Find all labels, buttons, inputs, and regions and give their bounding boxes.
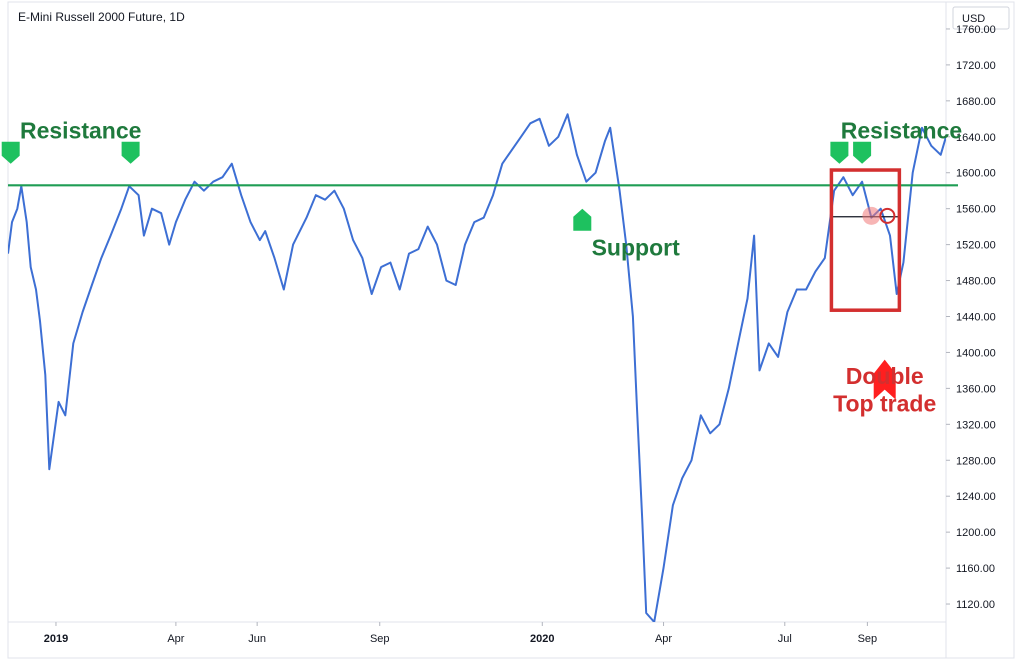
y-tick-label: 1280.00 <box>956 455 996 467</box>
arrow-res-4 <box>853 141 872 164</box>
highlight-dot <box>862 206 881 225</box>
x-tick-label: 2019 <box>44 633 68 645</box>
x-axis: 2019 Apr Jun Sep 2020 Apr Jul Sep <box>44 622 877 645</box>
chart-title: E-Mini Russell 2000 Future, 1D <box>18 10 185 24</box>
annotation-support: Support <box>592 234 680 260</box>
annotation-double-top-1: Double <box>846 363 924 389</box>
x-tick-label: Jul <box>778 633 792 645</box>
arrow-res-3 <box>830 141 849 164</box>
y-tick-label: 1320.00 <box>956 419 996 431</box>
y-axis: 1760.00 1720.00 1680.00 1640.00 1600.00 1560.… <box>946 24 996 611</box>
arrow-support <box>573 208 592 231</box>
price-series-line <box>8 113 946 622</box>
box-layer <box>829 168 902 312</box>
arrow-res-1 <box>1 141 20 164</box>
x-tick-label: Apr <box>655 633 672 645</box>
arrow-layer <box>1 141 896 400</box>
arrow-res-2 <box>121 141 140 164</box>
y-tick-label: 1680.00 <box>956 96 996 108</box>
x-tick-label: Jun <box>248 633 266 645</box>
y-tick-label: 1600.00 <box>956 168 996 180</box>
y-tick-label: 1360.00 <box>956 383 996 395</box>
y-tick-label: 1520.00 <box>956 240 996 252</box>
y-tick-label: 1560.00 <box>956 204 996 216</box>
arrow-double-top <box>873 359 896 400</box>
annotation-resistance-left: Resistance <box>20 118 141 144</box>
x-tick-label: Apr <box>167 633 184 645</box>
y-tick-label: 1440.00 <box>956 311 996 323</box>
y-tick-label: 1760.00 <box>956 24 996 36</box>
x-tick-label: 2020 <box>530 633 554 645</box>
y-tick-label: 1480.00 <box>956 276 996 288</box>
y-tick-label: 1200.00 <box>956 527 996 539</box>
y-tick-label: 1240.00 <box>956 491 996 503</box>
y-tick-label: 1400.00 <box>956 347 996 359</box>
currency-label: USD <box>962 13 985 25</box>
plot-border <box>7 1 1015 659</box>
series-layer <box>8 113 946 622</box>
annotation-resistance-right: Resistance <box>841 118 962 144</box>
y-tick-label: 1120.00 <box>956 599 995 611</box>
breakout-marker-circle <box>879 207 896 224</box>
y-tick-label: 1640.00 <box>956 132 996 144</box>
y-tick-label: 1720.00 <box>956 60 996 72</box>
currency-badge[interactable] <box>952 6 1010 30</box>
double-top-box <box>829 168 902 312</box>
annotation-double-top-2: Top trade <box>833 391 936 417</box>
y-tick-label: 1160.00 <box>956 563 995 575</box>
x-tick-label: Sep <box>370 633 390 645</box>
x-tick-label: Sep <box>858 633 878 645</box>
